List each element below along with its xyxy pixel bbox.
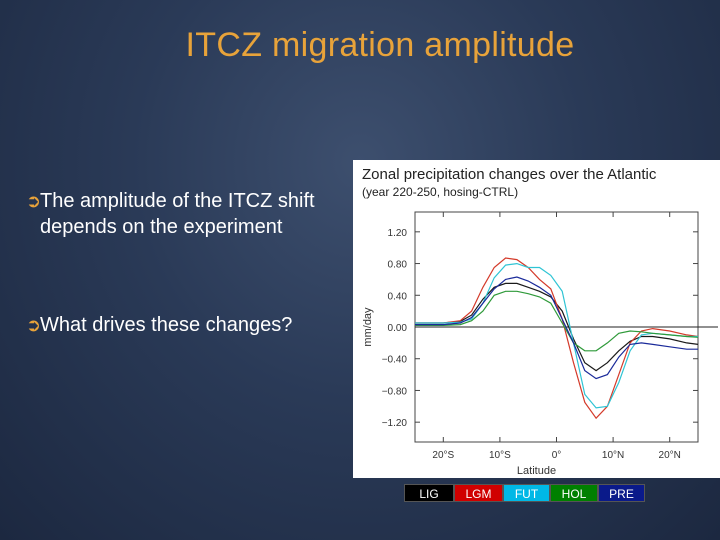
y-axis-label: mm/day bbox=[362, 307, 374, 347]
bullet-item: ➲ The amplitude of the ITCZ shift depend… bbox=[26, 188, 340, 240]
chart-plot: 1.20 0.80 0.40 0.00 −0.40 −0.80 −1.20 20°S 10°S 0… bbox=[362, 211, 718, 477]
x-tick-label: 20°N bbox=[659, 450, 681, 461]
series-line-pre bbox=[415, 276, 698, 380]
bullet-text: What drives these changes? bbox=[40, 314, 293, 336]
legend-entry-fut: FUT bbox=[503, 484, 550, 502]
x-tick-label: 10°N bbox=[602, 450, 624, 461]
circled-arrow-icon: ➲ bbox=[26, 191, 42, 211]
y-tick-label: −0.80 bbox=[382, 386, 408, 397]
bullet-item: ➲ What drives these changes? bbox=[26, 312, 340, 338]
y-tick-label: 0.80 bbox=[388, 260, 408, 271]
series-line-hol bbox=[415, 290, 699, 352]
bullet-text: The amplitude of the ITCZ shift depends … bbox=[40, 190, 315, 238]
x-axis-label: Latitude bbox=[517, 465, 556, 477]
series-line-lgm bbox=[415, 257, 699, 420]
slide-title: ITCZ migration amplitude bbox=[185, 26, 575, 64]
y-tick-label: −0.40 bbox=[382, 355, 408, 366]
y-tick-label: −1.20 bbox=[382, 418, 408, 429]
x-tick-label: 10°S bbox=[489, 450, 511, 461]
chart-title: Zonal precipitation changes over the Atl… bbox=[362, 166, 657, 183]
chart-panel bbox=[353, 160, 720, 478]
chart-legend: LIG LGM FUT HOL PRE bbox=[404, 484, 645, 502]
y-tick-label: 0.00 bbox=[388, 323, 408, 334]
x-tick-label: 0° bbox=[552, 450, 562, 461]
x-tick-label: 20°S bbox=[432, 450, 454, 461]
legend-entry-lgm: LGM bbox=[454, 484, 503, 502]
chart-subtitle: (year 220-250, hosing-CTRL) bbox=[362, 185, 519, 199]
series-line-lig bbox=[415, 282, 699, 372]
series-line-fut bbox=[415, 262, 698, 409]
legend-entry-lig: LIG bbox=[404, 484, 454, 502]
legend-entry-hol: HOL bbox=[550, 484, 598, 502]
y-tick-label: 1.20 bbox=[388, 228, 408, 239]
circled-arrow-icon: ➲ bbox=[26, 315, 42, 335]
y-tick-label: 0.40 bbox=[388, 291, 408, 302]
legend-entry-pre: PRE bbox=[598, 484, 645, 502]
